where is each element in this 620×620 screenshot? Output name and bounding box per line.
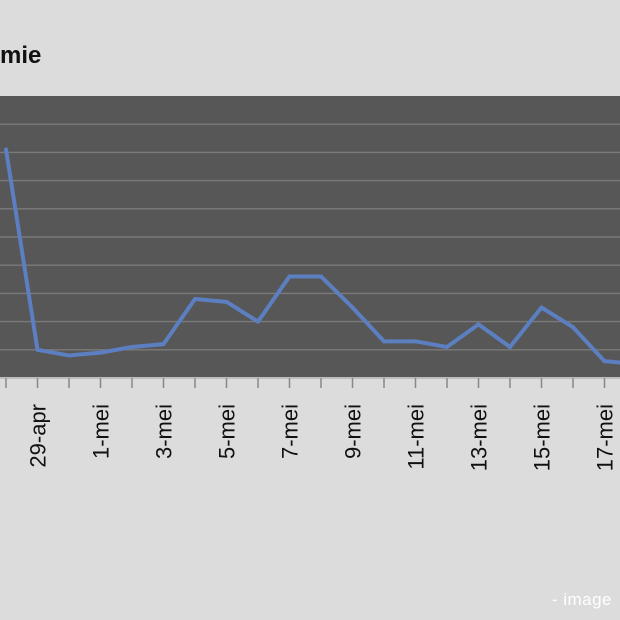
data-point [602,359,607,364]
data-point [350,305,355,310]
data-point [161,342,166,347]
x-tick-label: 13-mei [467,404,492,471]
data-point [224,299,229,304]
data-point [67,353,71,358]
x-tick-label: 3-mei [152,404,177,459]
x-tick-label: 1-mei [89,404,114,459]
data-point [35,347,40,352]
x-tick-label: 29-apr [26,404,51,468]
data-point [445,344,449,349]
x-tick-label: 5-mei [215,404,240,459]
x-tick-label: 7-mei [278,404,303,459]
data-point [319,274,323,279]
data-point [413,339,418,344]
data-point [193,297,197,302]
data-point [476,322,481,327]
data-point [98,350,103,355]
x-tick-label: 15-mei [530,404,555,471]
x-tick-label: 9-mei [341,404,366,459]
watermark-text: - image [551,590,612,609]
data-point [508,344,512,349]
data-point [287,274,292,279]
x-tick-label: 11-mei [404,404,429,470]
data-point [4,147,8,152]
data-point [571,325,575,330]
data-point [539,305,544,310]
data-point [256,319,260,324]
chart-title: mie [0,42,42,69]
data-point [130,344,134,349]
data-point [382,339,386,344]
x-tick-label: 17-mei [593,404,618,471]
